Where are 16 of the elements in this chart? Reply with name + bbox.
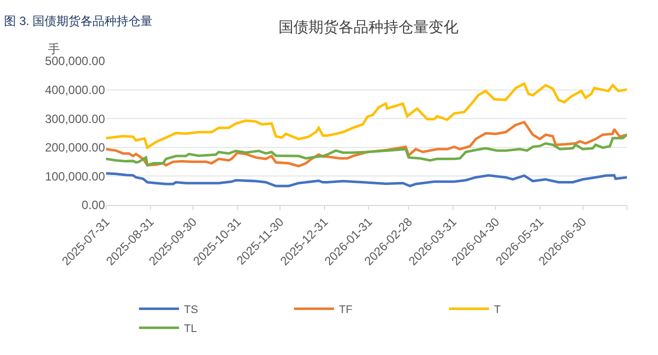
line-series: [106, 172, 627, 188]
legend-label: T: [494, 304, 501, 316]
y-tick-label: 300,000.00: [44, 112, 106, 126]
y-tick-label: 200,000.00: [44, 140, 106, 155]
y-tick-label: 0.00: [82, 198, 106, 212]
y-tick-label: 500,000.00: [44, 54, 106, 68]
line-series: [106, 133, 627, 167]
y-axis-title: 手: [48, 42, 60, 56]
legend-label: TL: [184, 323, 197, 336]
legend-label: TS: [184, 304, 198, 316]
y-tick-label: 100,000.00: [44, 169, 106, 184]
legend-label: TF: [339, 304, 353, 316]
caption: 图 3. 国债期货各品种持仓量: [4, 14, 153, 28]
chart-title: 国债期货各品种持仓量变化: [278, 18, 458, 36]
line-series: [106, 82, 627, 149]
y-tick-label: 400,000.00: [44, 83, 106, 97]
